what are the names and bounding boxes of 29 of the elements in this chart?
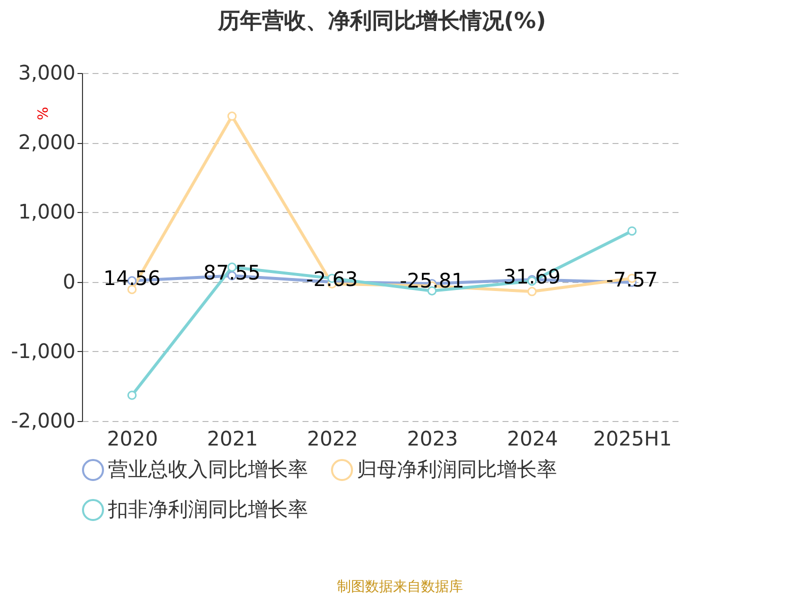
chart-title: 历年营收、净利同比增长情况(%) [216, 9, 546, 34]
legend-label: 扣非净利润同比增长率 [107, 497, 308, 521]
x-tick-label: 2021 [207, 426, 258, 450]
point [627, 226, 637, 236]
x-tick-label: 2023 [407, 426, 458, 450]
data-label: -7.57 [606, 267, 658, 292]
x-tick-label: 2025H1 [593, 426, 672, 450]
data-label: 87.55 [203, 260, 261, 285]
data-label: 31.69 [503, 264, 561, 289]
point [527, 286, 537, 296]
x-tick-label: 2022 [307, 426, 358, 450]
x-tick-label: 2024 [507, 426, 558, 450]
x-tick-label: 2020 [107, 426, 158, 450]
data-label: 14.56 [103, 266, 161, 290]
y-tick-label: -2,000 [11, 408, 76, 432]
point [227, 112, 237, 121]
data-label: -25.81 [400, 268, 464, 293]
point [127, 390, 137, 400]
y-tick-label: 1,000 [18, 200, 76, 224]
legend-label: 营业总收入同比增长率 [108, 457, 308, 481]
y-tick-label: -1,000 [11, 338, 76, 363]
y-tick-label: 0 [62, 269, 76, 294]
data-label: -2.63 [306, 266, 358, 291]
y-tick-label: 3,000 [18, 60, 76, 84]
y-tick-label: 2,000 [18, 130, 76, 154]
legend-label: 归母净利润同比增长率 [357, 457, 557, 481]
point [127, 284, 137, 294]
text: 制图数据来自数据库 [336, 578, 464, 596]
y-axis-title: % [34, 106, 50, 120]
